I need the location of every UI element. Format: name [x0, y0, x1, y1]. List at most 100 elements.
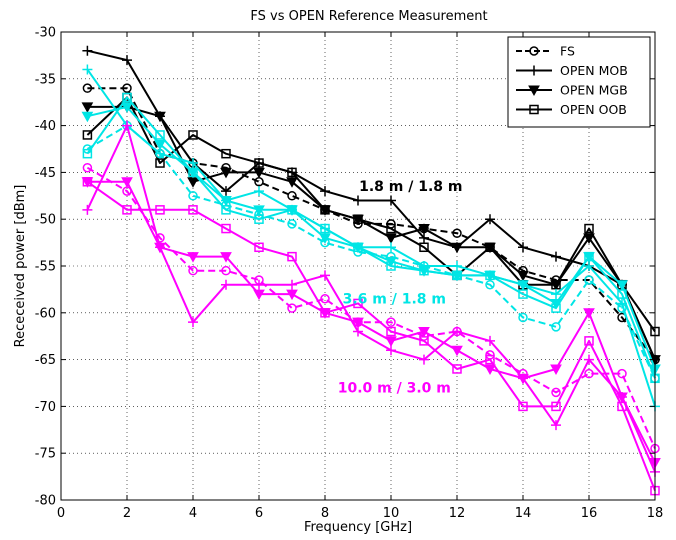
x-tick-label: 14 [515, 506, 532, 521]
y-tick-label: -45 [35, 166, 56, 181]
data-point [154, 111, 166, 123]
data-point [452, 270, 462, 281]
y-tick-label: -70 [35, 400, 56, 415]
data-point [81, 102, 94, 113]
data-point [82, 162, 93, 173]
data-point [484, 364, 496, 375]
data-point [616, 280, 628, 291]
data-point [82, 64, 93, 75]
data-point [617, 289, 627, 299]
data-point [419, 242, 429, 253]
y-tick-label: -65 [35, 353, 56, 368]
data-point [155, 205, 165, 215]
data-point [286, 177, 298, 188]
data-point [386, 326, 396, 337]
data-point [518, 401, 528, 412]
data-point [584, 368, 594, 379]
data-point [122, 120, 132, 131]
data-point [518, 312, 528, 323]
data-point [82, 204, 93, 215]
data-point [82, 83, 93, 93]
data-point [287, 219, 297, 229]
x-tick-label: 2 [123, 506, 131, 521]
data-point [419, 354, 429, 365]
data-point [583, 233, 595, 244]
data-point [122, 92, 132, 103]
legend-marker [528, 85, 540, 97]
data-point [617, 368, 627, 379]
data-point [254, 214, 264, 224]
data-point [122, 55, 132, 66]
data-point [551, 303, 561, 313]
series-line [87, 105, 656, 370]
data-point [419, 336, 429, 346]
data-point [254, 242, 264, 253]
data-point [188, 158, 198, 169]
data-point [253, 167, 265, 179]
data-point [221, 186, 231, 197]
data-point [286, 289, 298, 301]
data-point [188, 130, 198, 140]
data-point [353, 195, 363, 206]
group-annotation: 1.8 m / 1.8 m [359, 179, 462, 195]
data-point [418, 224, 430, 235]
data-point [320, 223, 330, 234]
series-line [86, 96, 656, 333]
group-annotation: 3.6 m / 1.8 m [343, 291, 446, 307]
group-annotation: 10.0 m / 3.0 m [338, 380, 451, 396]
data-point [386, 223, 396, 234]
x-tick-label: 18 [647, 506, 664, 521]
data-point [82, 130, 93, 140]
y-axis-label: Receceived power [dBm] [13, 185, 28, 348]
data-point [485, 354, 495, 365]
data-point [319, 233, 331, 244]
data-point [320, 308, 330, 318]
data-point [385, 233, 397, 244]
data-point [221, 279, 231, 290]
data-point [122, 205, 132, 215]
data-point [518, 242, 528, 253]
data-point [518, 289, 528, 299]
data-point [517, 373, 529, 385]
legend-box [507, 36, 651, 128]
data-point [320, 294, 330, 304]
legend: FS OPEN MOB OPEN MGB OPEN OOB [507, 36, 651, 128]
legend-label: FS [560, 44, 575, 59]
data-point [386, 242, 396, 253]
data-point [220, 195, 232, 207]
data-point [154, 242, 166, 254]
x-tick-label: 4 [189, 506, 197, 521]
data-point [418, 327, 430, 338]
data-point [485, 270, 495, 281]
data-point [584, 223, 594, 234]
data-point [485, 242, 495, 253]
legend-marker [529, 46, 539, 56]
data-point [220, 252, 232, 263]
series-line [87, 180, 656, 464]
data-point [188, 167, 198, 178]
data-point [154, 139, 166, 151]
legend-marker [529, 104, 539, 115]
data-point [287, 191, 297, 201]
y-tick-label: -55 [35, 260, 56, 275]
x-tick-label: 0 [57, 506, 65, 521]
data-point [419, 265, 429, 276]
data-point [221, 205, 231, 215]
data-point [584, 251, 594, 262]
x-tick-label: 12 [449, 506, 466, 521]
data-point [551, 401, 561, 412]
series-line [86, 180, 656, 491]
data-point [188, 205, 198, 215]
data-point [353, 242, 363, 253]
data-point [253, 289, 265, 301]
series-line [87, 87, 656, 361]
data-point [82, 148, 93, 159]
series-open-oob-11 [82, 177, 660, 496]
y-tick-label: -50 [35, 213, 56, 228]
y-tick-label: -75 [35, 447, 56, 462]
data-point [386, 195, 396, 206]
series-line [86, 68, 656, 407]
data-point [452, 364, 462, 374]
data-point [551, 387, 561, 398]
data-point [551, 279, 561, 290]
